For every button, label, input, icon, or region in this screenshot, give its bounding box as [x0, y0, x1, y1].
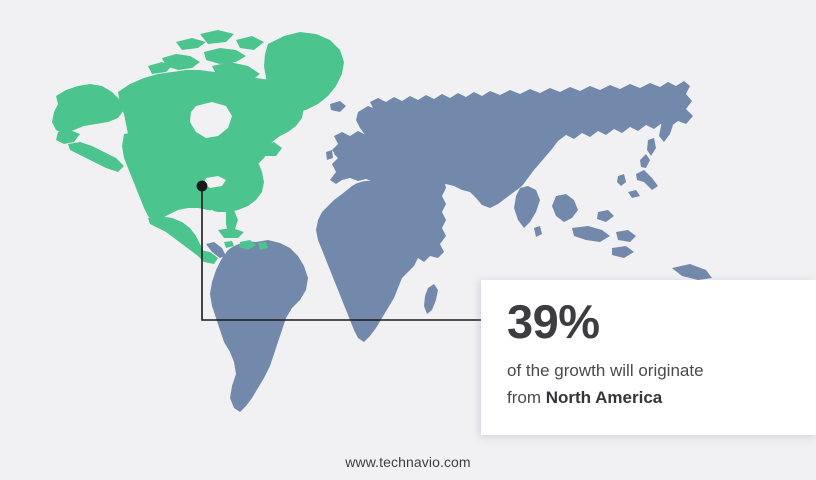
- region-scandinavia: [356, 106, 382, 136]
- island-cuba: [218, 228, 244, 238]
- footer-source-url[interactable]: www.technavio.com: [345, 454, 471, 470]
- callout-line2-prefix: from: [507, 388, 546, 408]
- region-banks-island: [148, 62, 172, 74]
- callout-card: 39% of the growth will originate from No…: [481, 280, 816, 435]
- water-gulf-of-mexico: [193, 210, 222, 228]
- callout-percent-value: 39%: [507, 295, 600, 348]
- island-sulawesi: [616, 230, 636, 242]
- region-alaska: [52, 84, 124, 134]
- island-sakhalin: [647, 138, 656, 156]
- island-ireland: [326, 150, 333, 160]
- water-great-lakes: [204, 176, 226, 188]
- continent-eurasia: [330, 81, 693, 208]
- region-ellesmere-south: [176, 38, 206, 50]
- island-jamaica: [224, 241, 234, 248]
- island-great-britain: [334, 144, 348, 160]
- callout-description-line-2: from North America: [507, 384, 792, 412]
- continent-south-america: [210, 240, 308, 412]
- region-united-states: [122, 132, 264, 222]
- island-japan-south: [628, 190, 640, 198]
- continent-africa: [316, 176, 446, 342]
- island-iceland: [330, 101, 346, 112]
- island-sri-lanka: [534, 226, 542, 237]
- island-new-guinea: [672, 264, 712, 280]
- callout-description-line-1: of the growth will originate: [507, 360, 704, 380]
- region-korea: [617, 174, 626, 186]
- island-java: [612, 246, 634, 258]
- map-region-north-america: [52, 30, 344, 264]
- region-ellesmere: [200, 30, 234, 44]
- island-philippines: [597, 210, 614, 222]
- island-japan-north: [640, 154, 650, 168]
- footer-bar: www.technavio.com: [0, 446, 816, 480]
- island-madagascar: [424, 284, 438, 314]
- region-kamchatka: [659, 114, 674, 142]
- island-indonesia: [572, 226, 610, 242]
- region-alaska-peninsula: [56, 130, 80, 144]
- region-greenland: [264, 32, 344, 112]
- region-devon-island: [236, 36, 264, 50]
- region-mexico: [148, 216, 204, 256]
- island-japan-main: [636, 170, 658, 190]
- island-newfoundland: [262, 142, 282, 156]
- region-southeast-asia: [552, 194, 578, 222]
- region-aleutians: [68, 142, 124, 172]
- water-hudson-bay: [190, 102, 232, 138]
- region-baffin-island: [212, 62, 260, 84]
- region-india: [514, 186, 540, 228]
- region-baffin-island-north: [204, 48, 246, 64]
- callout-region-name: North America: [545, 388, 663, 408]
